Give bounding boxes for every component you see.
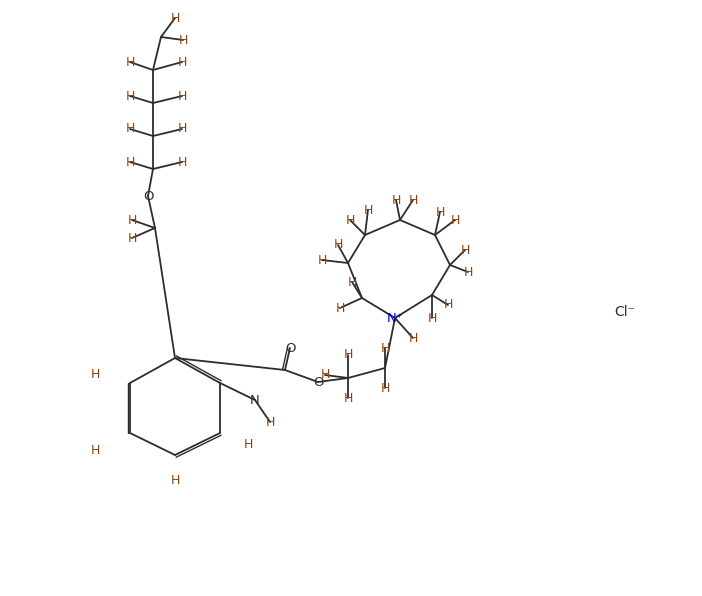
Text: H: H <box>463 265 472 278</box>
Text: H: H <box>178 123 187 135</box>
Text: H: H <box>347 275 357 288</box>
Text: H: H <box>409 194 418 206</box>
Text: H: H <box>178 33 187 46</box>
Text: H: H <box>244 439 253 452</box>
Text: H: H <box>171 473 180 486</box>
Text: H: H <box>91 368 100 381</box>
Text: N⁺: N⁺ <box>387 312 404 324</box>
Text: H: H <box>364 203 373 216</box>
Text: H: H <box>178 89 187 103</box>
Text: H: H <box>126 55 135 69</box>
Text: O: O <box>143 190 153 203</box>
Text: H: H <box>443 299 453 312</box>
Text: H: H <box>127 213 137 226</box>
Text: H: H <box>126 123 135 135</box>
Text: H: H <box>320 368 330 381</box>
Text: H: H <box>171 11 180 24</box>
Text: H: H <box>178 55 187 69</box>
Text: O: O <box>285 342 296 355</box>
Text: H: H <box>178 156 187 169</box>
Text: H: H <box>435 206 444 219</box>
Text: H: H <box>409 331 418 344</box>
Text: H: H <box>91 443 100 457</box>
Text: H: H <box>317 253 326 266</box>
Text: H: H <box>127 231 137 244</box>
Text: H: H <box>126 89 135 103</box>
Text: Cl⁻: Cl⁻ <box>614 305 635 319</box>
Text: H: H <box>450 213 460 226</box>
Text: N: N <box>250 393 260 406</box>
Text: H: H <box>391 194 401 206</box>
Text: H: H <box>380 342 390 355</box>
Text: H: H <box>428 312 437 324</box>
Text: H: H <box>265 415 274 429</box>
Text: H: H <box>126 156 135 169</box>
Text: H: H <box>333 238 343 252</box>
Text: H: H <box>380 381 390 395</box>
Text: H: H <box>461 244 470 256</box>
Text: O: O <box>313 375 323 389</box>
Text: H: H <box>343 349 352 362</box>
Text: H: H <box>345 213 355 226</box>
Text: H: H <box>336 302 345 315</box>
Text: H: H <box>343 392 352 405</box>
